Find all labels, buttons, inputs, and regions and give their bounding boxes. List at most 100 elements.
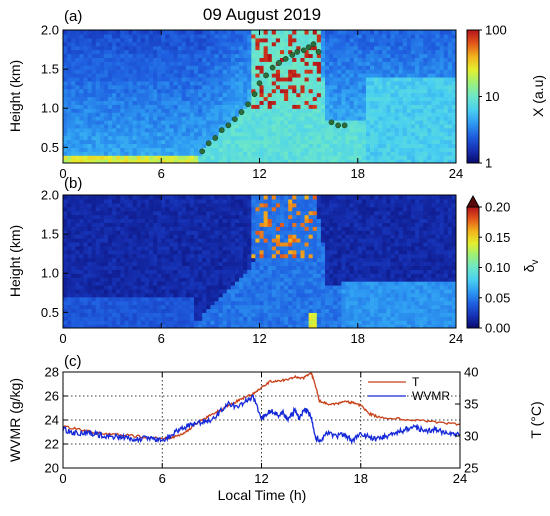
heatmap-cell <box>394 269 400 274</box>
heatmap-cell <box>181 261 187 267</box>
heatmap-cell <box>230 304 236 310</box>
heatmap-cell <box>402 104 408 109</box>
heatmap-cell <box>357 151 363 156</box>
heatmap-cell <box>173 119 179 125</box>
heatmap-cell <box>198 308 203 313</box>
heatmap-cell <box>349 73 355 78</box>
panel-b: (b) 0 6 12 18 24 0.51.01.52.0 Height (km) 0.… <box>7 175 541 346</box>
heatmap-cell <box>325 45 330 51</box>
heatmap-cell <box>108 108 113 113</box>
heatmap-cell <box>345 159 351 163</box>
heatmap-cell <box>329 131 334 137</box>
heatmap-cell <box>161 288 166 294</box>
heatmap-cell <box>435 127 441 133</box>
heatmap-cell <box>378 288 383 294</box>
heatmap-cell <box>67 269 72 274</box>
heatmap-cell <box>427 123 433 129</box>
heatmap-cell <box>63 131 68 137</box>
heatmap-cell <box>210 139 216 145</box>
heatmap-cell <box>247 37 252 43</box>
heatmap-cell <box>120 308 125 313</box>
heatmap-cell <box>427 112 433 117</box>
heatmap-cell <box>198 269 203 274</box>
heatmap-cell <box>95 159 101 163</box>
heatmap-cell <box>341 135 347 141</box>
heatmap-cell <box>67 84 72 90</box>
heatmap-cell <box>87 304 93 310</box>
heatmap-cell <box>71 104 76 109</box>
heatmap-cell <box>67 127 72 133</box>
heatmap-cell <box>259 65 265 70</box>
heatmap-cell <box>271 92 277 98</box>
panel-a-x-ticks: 0 6 12 18 24 <box>59 30 463 181</box>
heatmap-cell <box>263 159 269 163</box>
heatmap-cell <box>443 308 449 313</box>
heatmap-cell <box>116 312 121 317</box>
heatmap-cell <box>206 116 211 121</box>
heatmap-cell <box>194 292 199 298</box>
heatmap-cell <box>284 127 289 133</box>
heatmap-cell <box>341 296 347 302</box>
heatmap-cell <box>341 45 347 51</box>
heatmap-cell <box>140 45 146 51</box>
heatmap-cell <box>222 119 228 125</box>
heatmap-cell <box>116 288 121 294</box>
heatmap-cell <box>83 30 89 35</box>
heatmap-cell <box>247 320 252 325</box>
heatmap-cell <box>87 292 93 298</box>
heatmap-cell <box>263 41 269 47</box>
heatmap-cell <box>67 308 72 313</box>
heatmap-cell <box>75 139 80 145</box>
heatmap-cell <box>116 300 121 306</box>
heatmap-cell <box>148 296 154 302</box>
heatmap-cell <box>132 37 138 43</box>
heatmap-cell <box>349 88 355 94</box>
heatmap-cell <box>398 308 404 313</box>
heatmap-cell <box>128 84 134 90</box>
heatmap-cell <box>91 159 97 163</box>
heatmap-cell <box>198 69 203 74</box>
heatmap-cell <box>153 155 158 160</box>
heatmap-cell <box>312 69 318 74</box>
heatmap-cell <box>329 116 334 121</box>
heatmap-cell <box>222 292 228 298</box>
heatmap-cell <box>255 69 261 74</box>
heatmap-cell <box>378 119 383 125</box>
heatmap-cell <box>255 292 261 298</box>
heatmap-cell <box>251 316 256 321</box>
heatmap-cell <box>402 84 408 90</box>
heatmap-cell <box>214 45 220 51</box>
heatmap-cell <box>419 80 424 86</box>
heatmap-cell <box>378 76 383 82</box>
heatmap-cell <box>337 316 342 321</box>
heatmap-cell <box>148 73 154 78</box>
heatmap-cell <box>87 312 93 317</box>
heatmap-cell <box>91 41 97 47</box>
heatmap-cell <box>325 112 330 117</box>
heatmap-cell <box>329 312 334 317</box>
heatmap-cell <box>410 281 416 286</box>
heatmap-cell <box>349 96 355 102</box>
heatmap-cell <box>275 127 281 133</box>
heatmap-cell <box>206 108 211 113</box>
heatmap-cell <box>402 80 408 86</box>
heatmap-cell <box>165 155 171 160</box>
heatmap-cell <box>292 127 297 133</box>
heatmap-cell <box>419 277 424 282</box>
heatmap-cell <box>284 88 289 94</box>
heatmap-cell <box>365 41 371 47</box>
heatmap-cell <box>259 284 265 290</box>
heatmap-cell <box>116 296 121 302</box>
heatmap-cell <box>419 300 424 306</box>
heatmap-cell <box>87 116 93 121</box>
heatmap-cell <box>91 261 97 267</box>
heatmap-cell <box>230 127 236 133</box>
heatmap-cell <box>198 127 203 133</box>
heatmap-cell <box>419 61 424 66</box>
heatmap-cell <box>390 288 396 294</box>
heatmap-cell <box>214 139 220 145</box>
heatmap-cell <box>316 269 322 274</box>
heatmap-cell <box>136 304 142 310</box>
heatmap-cell <box>185 119 191 125</box>
heatmap-cell <box>292 112 297 117</box>
